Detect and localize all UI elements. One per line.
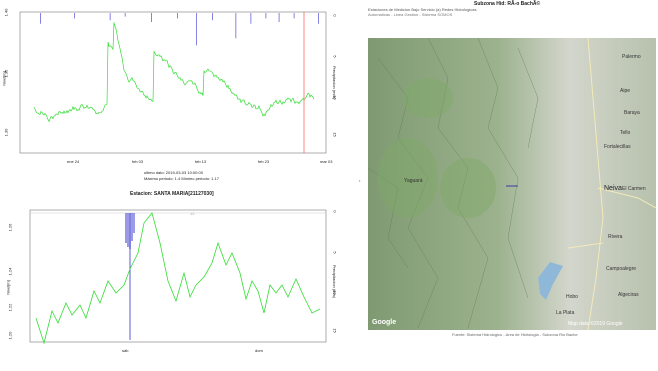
map-label-aipe: Aipe xyxy=(620,88,630,94)
map-reservoir xyxy=(538,262,563,300)
bottom-chart-title: Estacion: SANTA MARIA[21127030] xyxy=(130,191,214,197)
map-place-labels: Palermo Neiva El Carmen Campoalegre Rive… xyxy=(404,54,646,316)
top-rtick-4: 15 xyxy=(332,132,338,137)
map-ridges xyxy=(368,38,539,329)
bottom-plot-frame xyxy=(29,209,327,343)
top-xtick-5: mar 03 xyxy=(320,159,333,164)
bottom-chart: Estacion: SANTA MARIA[21127030] 12 1.26 … xyxy=(0,185,350,371)
map-relief-bg xyxy=(368,38,656,330)
top-info-last-date: ultimo dato: 2019-03-03 10:00:00 xyxy=(144,170,203,175)
bottom-ytick-1: 1.26 xyxy=(7,223,13,232)
top-xtick-2: feb 03 xyxy=(132,159,144,164)
bottom-top-marker: 12 xyxy=(190,211,195,216)
top-ytick-3: 1.30 xyxy=(3,128,9,137)
map-footer-source: Fuente: Sistema Hidrologico - Area de Hi… xyxy=(452,332,578,337)
top-level-trace xyxy=(33,22,315,123)
top-ylabel-left: Nivel[m] xyxy=(1,71,7,86)
bottom-chart-svg xyxy=(29,209,327,345)
map-label-fortalecillas: Fortalecillas xyxy=(604,144,631,150)
bottom-rtick-2: 5 xyxy=(332,251,338,254)
map-label-baraya: Baraya xyxy=(624,110,640,116)
bottom-rtick-1: 0 xyxy=(332,210,338,213)
map-label-tello: Tello xyxy=(620,130,631,136)
top-chart: 1.40 1.35 1.30 Nivel[m] 0 5 10 15 Precip… xyxy=(0,0,350,185)
top-info-max-min: Máximo periodo: 1.4 Mínimo periodo: 1.17 xyxy=(144,176,219,181)
bottom-xtick-1: sáb xyxy=(122,348,129,353)
map-label-algeciras: Algeciras xyxy=(618,292,639,298)
top-chart-svg xyxy=(19,11,327,154)
map-side-marker: • xyxy=(359,178,361,183)
map-attribution[interactable]: Map data ©2019 Google xyxy=(568,320,623,327)
map-label-la-plata: La Plata xyxy=(556,310,575,316)
map-label-campoalegre: Campoalegre xyxy=(606,266,636,272)
google-logo: Google xyxy=(372,319,396,326)
map-header: Estaciones de Medicion Bajo Servicio (a)… xyxy=(368,7,656,17)
bottom-rtick-4: 15 xyxy=(332,328,338,333)
top-precip-bars xyxy=(40,13,319,46)
bottom-xtick-2: dom xyxy=(255,348,263,353)
bottom-ytick-2: 1.24 xyxy=(7,267,13,276)
top-plot-frame xyxy=(19,11,327,154)
bottom-level-line xyxy=(35,212,321,345)
top-rtick-1: 0 xyxy=(332,14,338,17)
map-label-el-carmen: El Carmen xyxy=(622,186,646,192)
bottom-level-trace xyxy=(35,212,321,345)
map-header-line2: Automaticas - Linea Gestion - Sistema SO… xyxy=(368,12,453,17)
bottom-precip-bars xyxy=(125,213,135,340)
top-xtick-4: feb 23 xyxy=(258,159,270,164)
map-label-hobo: Hobo xyxy=(566,294,578,300)
bottom-ytick-4: 1.20 xyxy=(7,331,13,340)
map-roads xyxy=(567,38,656,330)
map-label-yaguara: Yaguará xyxy=(404,178,423,184)
map-panel[interactable]: Palermo Neiva El Carmen Campoalegre Rive… xyxy=(368,38,656,330)
map-label-neiva: Neiva xyxy=(604,185,622,192)
top-rtick-2: 5 xyxy=(332,55,338,58)
map-header-line1: Estaciones de Medicion Bajo Servicio (a)… xyxy=(368,7,477,12)
map-title: Subzona Hid: RÃ-o BachÃ© xyxy=(474,1,541,7)
map-label-palermo: Palermo xyxy=(622,54,641,60)
bottom-ylabel-right: Precipitacion (mm) xyxy=(332,264,338,299)
top-level-line xyxy=(33,22,315,123)
top-ytick-1: 1.40 xyxy=(3,8,9,17)
map-green-areas xyxy=(378,78,496,218)
top-xtick-3: feb 13 xyxy=(195,159,207,164)
bottom-ytick-3: 1.22 xyxy=(7,303,13,312)
top-ylabel-right: Precipitacion (mm) xyxy=(332,65,338,100)
terrain-map[interactable]: Palermo Neiva El Carmen Campoalegre Rive… xyxy=(368,38,656,330)
map-label-rivera: Rivera xyxy=(608,234,623,240)
top-xtick-1: ene 24 xyxy=(67,159,80,164)
bottom-ylabel-left: Nivel[m] xyxy=(5,280,11,295)
